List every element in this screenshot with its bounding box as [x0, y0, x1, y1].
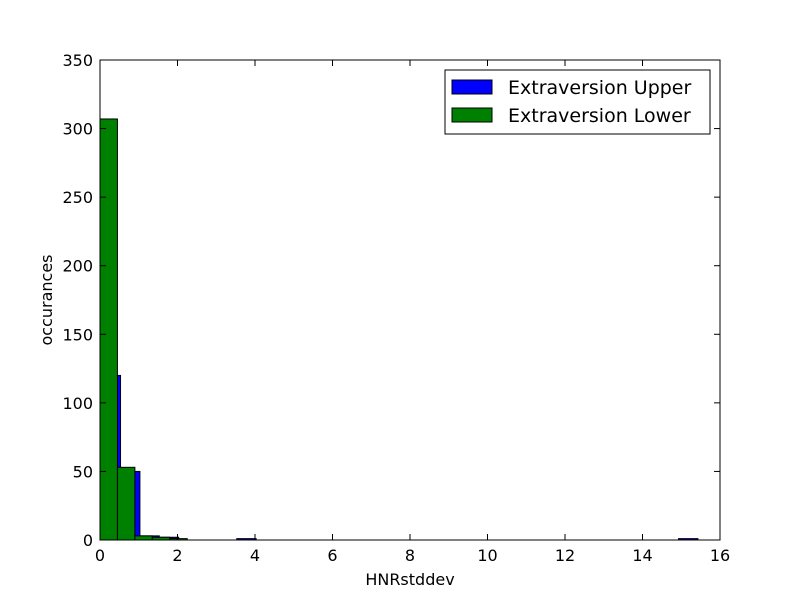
- bar-extraversion-lower-2: [134, 535, 153, 541]
- x-tick-label: 14: [632, 546, 652, 565]
- legend-swatch-extraversion-lower: [451, 107, 493, 123]
- x-tick-label: 16: [710, 546, 730, 565]
- x-axis-label: HNRstddev: [365, 570, 454, 589]
- ticks-group: 0 2 4 6 8 10 12 14 16 0 50 100 150 200 250 300 350: [62, 51, 730, 565]
- legend-swatch-extraversion-upper: [451, 79, 493, 95]
- legend-label-extraversion-upper: Extraversion Upper: [508, 77, 691, 99]
- x-tick-label: 8: [405, 546, 415, 565]
- y-tick-label: 300: [62, 120, 93, 139]
- x-tick-label: 6: [327, 546, 337, 565]
- x-tick-label: 10: [477, 546, 497, 565]
- bar-extraversion-lower-1: [116, 466, 136, 541]
- y-tick-label: 150: [62, 325, 93, 344]
- y-tick-label: 250: [62, 188, 93, 207]
- x-tick-label: 2: [172, 546, 182, 565]
- y-tick-label: 0: [83, 531, 93, 550]
- y-tick-label: 100: [62, 394, 93, 413]
- x-tick-label: 0: [95, 546, 105, 565]
- x-tick-label: 4: [250, 546, 260, 565]
- y-axis-label: occurances: [37, 254, 56, 345]
- legend-label-extraversion-lower: Extraversion Lower: [508, 105, 691, 127]
- y-tick-label: 200: [62, 257, 93, 276]
- bar-extraversion-lower-0: [99, 118, 118, 541]
- y-tick-label: 350: [62, 51, 93, 70]
- y-tick-label: 50: [73, 462, 93, 481]
- x-tick-label: 12: [555, 546, 575, 565]
- legend: Extraversion Upper Extraversion Lower: [444, 69, 711, 135]
